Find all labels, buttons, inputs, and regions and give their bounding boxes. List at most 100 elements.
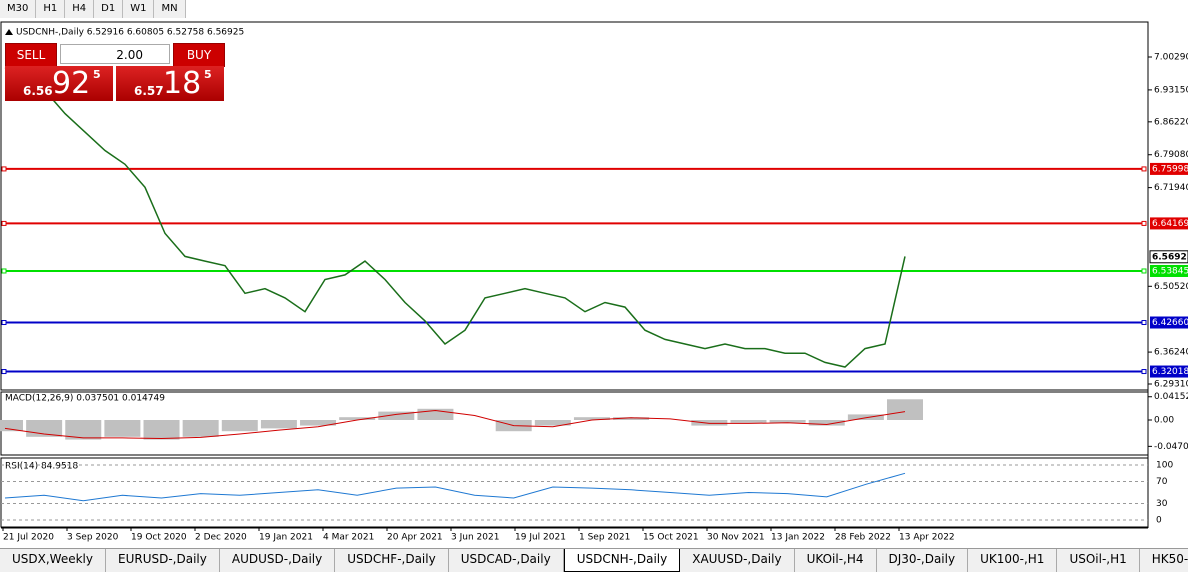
chart-tab[interactable]: USDCHF-,Daily <box>335 549 449 572</box>
x-tick-label: 21 Jul 2020 <box>3 533 54 543</box>
y-tick-label: 0 <box>1156 516 1162 526</box>
chart-tab[interactable]: USOil-,H1 <box>1057 549 1140 572</box>
x-tick-label: 30 Nov 2021 <box>707 533 765 543</box>
level-label-bg <box>1150 365 1188 378</box>
timeframe-toolbar: M30 H1 H4 D1 W1 MN <box>0 0 186 18</box>
y-tick-label: 6.29310 <box>1154 380 1188 390</box>
one-click-trading: SELL 2.00 BUY 6.56 92 5 6.57 18 5 <box>5 43 225 101</box>
y-tick-label: 70 <box>1156 477 1168 487</box>
buy-price[interactable]: 6.57 18 5 <box>116 66 224 101</box>
timeframe-button[interactable]: H4 <box>65 0 95 18</box>
level-label: 6.75998 <box>1152 164 1188 174</box>
lot-input[interactable]: 2.00 <box>60 44 170 64</box>
x-tick-label: 19 Oct 2020 <box>131 533 187 543</box>
y-tick-label: 6.71940 <box>1154 183 1188 193</box>
level-label-bg <box>1150 217 1188 230</box>
sell-button[interactable]: SELL <box>5 43 57 67</box>
y-tick-label: 6.36240 <box>1154 348 1188 358</box>
timeframe-button[interactable]: M30 <box>0 0 37 18</box>
macd-bar <box>260 420 297 429</box>
level-label-bg <box>1150 162 1188 175</box>
level-handle <box>1141 220 1147 226</box>
level-handle <box>1 220 7 226</box>
y-tick-label: -0.04707 <box>1154 442 1188 452</box>
macd-title: MACD(12,26,9) 0.037501 0.014749 <box>5 394 165 404</box>
current-price-label: 6.56925 <box>1152 252 1188 262</box>
buy-button[interactable]: BUY <box>173 43 225 67</box>
rsi-line <box>4 472 906 502</box>
chart-tab[interactable]: USDCAD-,Daily <box>449 549 564 572</box>
level-label-bg <box>1150 316 1188 329</box>
level-label: 6.64169 <box>1152 219 1188 229</box>
x-tick-label: 3 Jun 2021 <box>451 533 499 543</box>
y-tick-label: 0.041528 <box>1154 392 1188 402</box>
y-tick-label: 7.00290 <box>1154 53 1188 63</box>
timeframe-button[interactable]: H1 <box>36 0 66 18</box>
macd-bar <box>65 420 102 440</box>
timeframe-button[interactable]: W1 <box>123 0 155 18</box>
y-tick-label: 6.86220 <box>1154 117 1188 127</box>
macd-bar <box>769 420 806 423</box>
timeframe-button[interactable]: MN <box>154 0 186 18</box>
sell-price[interactable]: 6.56 92 5 <box>5 66 113 101</box>
x-tick-label: 13 Jan 2022 <box>771 533 825 543</box>
chart-tabs: USDX,Weekly EURUSD-,Daily AUDUSD-,Daily USD… <box>0 548 1188 572</box>
x-tick-label: 19 Jan 2021 <box>259 533 313 543</box>
macd-bar <box>221 420 258 432</box>
chart-tab[interactable]: XAUUSD-,Daily <box>680 549 795 572</box>
x-tick-label: 3 Sep 2020 <box>67 533 119 543</box>
macd-bar <box>417 408 454 420</box>
x-tick-label: 20 Apr 2021 <box>387 533 443 543</box>
level-handle <box>1141 166 1147 172</box>
price-pip: 5 <box>93 68 101 81</box>
macd-bar <box>378 411 415 420</box>
price-big: 6.57 <box>134 84 164 98</box>
chart-tab[interactable]: HK50-,H1 <box>1140 549 1188 572</box>
current-price-bg <box>1149 250 1188 264</box>
chart-tab[interactable]: USDCNH-,Daily <box>563 549 681 572</box>
macd-bar <box>730 420 767 423</box>
macd-bar <box>573 417 610 420</box>
x-tick-label: 19 Jul 2021 <box>515 533 566 543</box>
x-tick-label: 15 Oct 2021 <box>643 533 699 543</box>
x-tick-label: 4 Mar 2021 <box>323 533 374 543</box>
level-label: 6.53845 <box>1152 266 1188 276</box>
chart-tab[interactable]: AUDUSD-,Daily <box>220 549 336 572</box>
level-label: 6.42660 <box>1152 318 1188 328</box>
timeframe-button[interactable]: D1 <box>94 0 124 18</box>
level-handle <box>1 268 7 274</box>
chart-tab[interactable]: UK100-,H1 <box>968 549 1058 572</box>
level-label: 6.32018 <box>1152 367 1188 377</box>
macd-bar <box>691 420 728 426</box>
rsi-title: RSI(14) 84.9518 <box>5 462 78 472</box>
macd-signal <box>4 409 906 440</box>
chart-tab[interactable]: DJ30-,Daily <box>877 549 969 572</box>
y-tick-label: 6.79080 <box>1154 150 1188 160</box>
chart-tab[interactable]: UKOil-,H4 <box>795 549 877 572</box>
y-tick-label: 6.50520 <box>1154 282 1188 292</box>
macd-bar <box>0 420 23 432</box>
level-handle <box>1 166 7 172</box>
price-main: 92 <box>52 66 91 101</box>
macd-bar <box>339 417 376 420</box>
macd-bar <box>182 420 219 437</box>
price-main: 18 <box>163 66 202 101</box>
macd-bar <box>613 417 650 420</box>
chart-window: USDCNH-,Daily 6.52916 6.60805 6.52758 6.… <box>0 21 1188 543</box>
level-handle <box>1141 268 1147 274</box>
y-tick-label: 0.00 <box>1154 416 1174 426</box>
x-tick-label: 13 Apr 2022 <box>899 533 955 543</box>
y-tick-label: 6.93150 <box>1154 85 1188 95</box>
level-label-bg <box>1150 264 1188 277</box>
level-handle <box>1141 369 1147 375</box>
chart-tab[interactable]: EURUSD-,Daily <box>106 549 220 572</box>
header-arrow <box>5 29 13 35</box>
macd-bar <box>808 420 845 426</box>
level-handle <box>1141 320 1147 326</box>
macd-bar <box>534 420 571 426</box>
chart-tab[interactable]: USDX,Weekly <box>0 549 106 572</box>
y-tick-label: 30 <box>1156 499 1168 509</box>
price-big: 6.56 <box>23 84 53 98</box>
macd-bar <box>300 420 337 426</box>
